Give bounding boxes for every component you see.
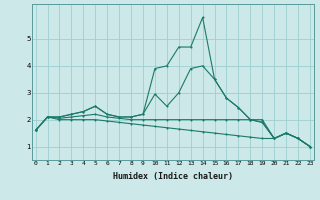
X-axis label: Humidex (Indice chaleur): Humidex (Indice chaleur)	[113, 172, 233, 181]
